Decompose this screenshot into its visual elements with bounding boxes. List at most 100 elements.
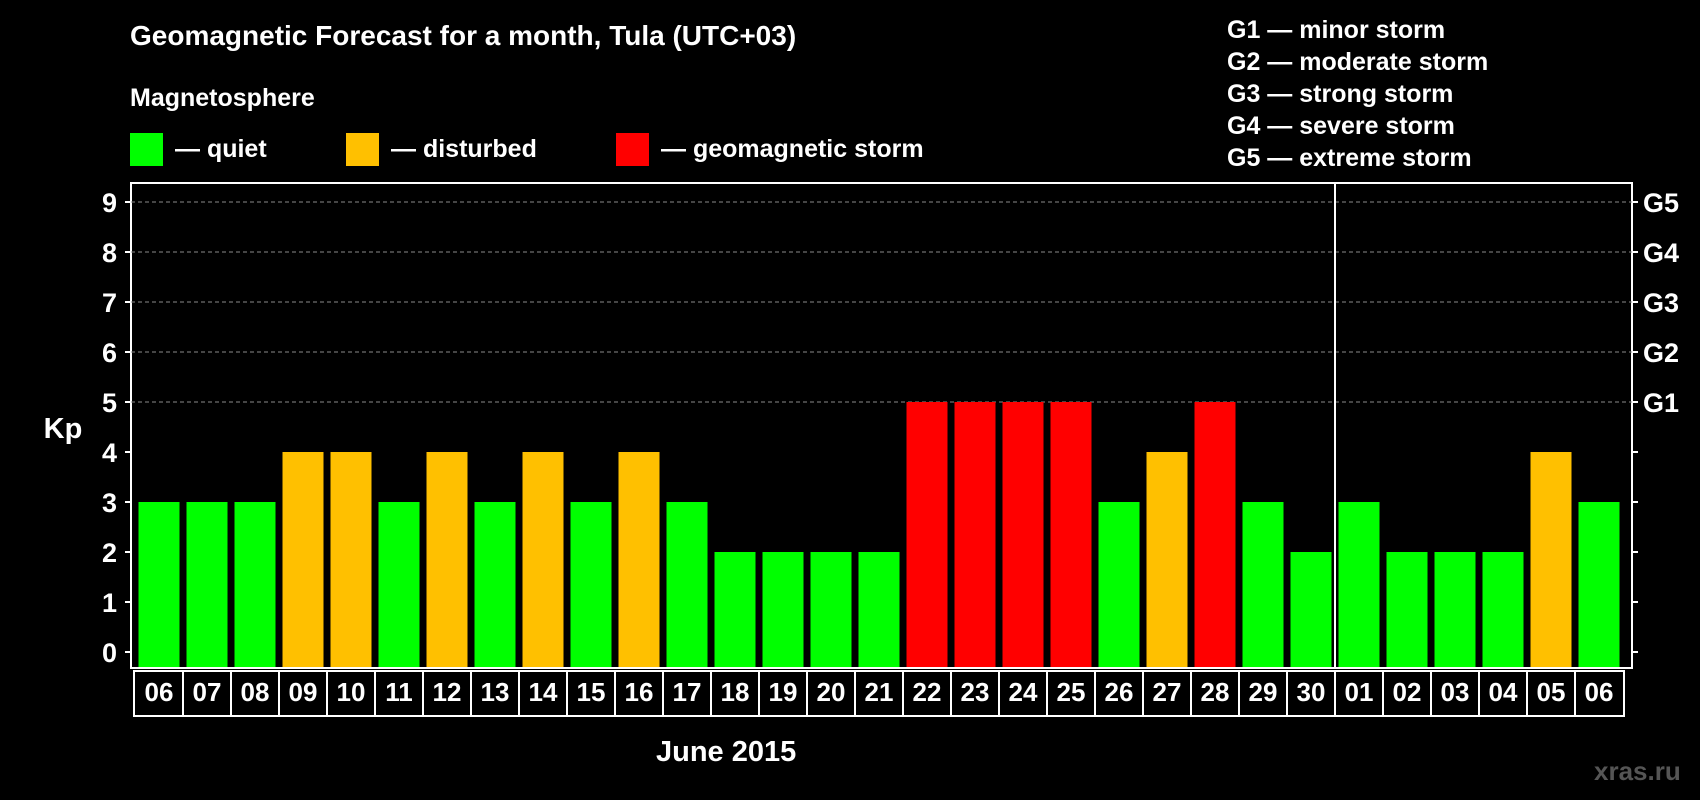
watermark: xras.ru — [1594, 756, 1681, 786]
x-tick-label: 17 — [673, 677, 702, 707]
right-axis-label: G3 — [1643, 288, 1679, 318]
kp-bar — [1482, 552, 1524, 667]
x-tick-label: 13 — [481, 677, 510, 707]
storm-scale-legend: G1 — minor storm G2 — moderate storm G3 … — [1227, 14, 1488, 174]
x-tick-label: 06 — [1585, 677, 1614, 707]
kp-bar — [474, 502, 516, 667]
x-tick-label: 12 — [433, 677, 462, 707]
x-tick-label: 19 — [769, 677, 798, 707]
y-tick-label: 8 — [102, 238, 117, 268]
right-axis-label: G5 — [1643, 188, 1679, 218]
x-axis-title: June 2015 — [656, 736, 797, 768]
kp-bar — [1434, 552, 1476, 667]
kp-bar — [522, 452, 564, 667]
legend-item-storm: — geomagnetic storm — [616, 133, 924, 166]
kp-bar — [1338, 502, 1380, 667]
disturbed-swatch — [346, 133, 379, 166]
x-tick-label: 25 — [1057, 677, 1086, 707]
y-tick-label: 7 — [102, 288, 117, 318]
x-tick-label: 23 — [961, 677, 990, 707]
kp-bar — [1290, 552, 1332, 667]
y-tick-label: 2 — [102, 538, 117, 568]
kp-bar — [1530, 452, 1572, 667]
kp-bar — [570, 502, 612, 667]
legend-subtitle: Magnetosphere — [130, 84, 315, 112]
plot-frame — [130, 182, 1633, 669]
x-tick-label: 05 — [1537, 677, 1566, 707]
y-tick-label: 4 — [102, 438, 117, 468]
x-tick-label: 10 — [337, 677, 366, 707]
kp-bar — [618, 452, 660, 667]
x-tick-label: 15 — [577, 677, 606, 707]
kp-bar — [1578, 502, 1620, 667]
y-tick-label: 9 — [102, 188, 117, 218]
legend-label-disturbed: — disturbed — [391, 135, 537, 163]
kp-bar — [378, 502, 420, 667]
legend-label-storm: — geomagnetic storm — [661, 135, 924, 163]
x-tick-label: 03 — [1441, 677, 1470, 707]
storm-scale-g5: G5 — extreme storm — [1227, 144, 1472, 172]
kp-bar — [666, 502, 708, 667]
x-tick-label: 20 — [817, 677, 846, 707]
kp-bar — [234, 502, 276, 667]
legend-item-quiet: — quiet — [130, 133, 267, 166]
storm-scale-g1: G1 — minor storm — [1227, 16, 1446, 44]
x-tick-label: 16 — [625, 677, 654, 707]
y-axis-title: Kp — [44, 413, 83, 445]
right-axis-label: G4 — [1643, 238, 1679, 268]
kp-bar — [858, 552, 900, 667]
x-tick-label: 28 — [1201, 677, 1230, 707]
kp-bar — [186, 502, 228, 667]
legend-label-quiet: — quiet — [175, 135, 267, 163]
x-tick-label: 26 — [1105, 677, 1134, 707]
x-tick-label: 27 — [1153, 677, 1182, 707]
x-tick-label: 02 — [1393, 677, 1422, 707]
kp-bar — [1002, 402, 1044, 667]
x-tick-label: 14 — [529, 677, 558, 707]
x-tick-label: 22 — [913, 677, 942, 707]
kp-bar — [1386, 552, 1428, 667]
y-tick-label: 1 — [102, 588, 117, 618]
legend-item-disturbed: — disturbed — [346, 133, 537, 166]
storm-scale-g4: G4 — severe storm — [1227, 112, 1455, 140]
x-tick-label: 07 — [193, 677, 222, 707]
x-tick-label: 24 — [1009, 677, 1038, 707]
x-tick-label: 09 — [289, 677, 318, 707]
storm-swatch — [616, 133, 649, 166]
x-tick-label: 30 — [1297, 677, 1326, 707]
x-tick-label: 04 — [1489, 677, 1518, 707]
kp-bar — [1242, 502, 1284, 667]
storm-scale-g2: G2 — moderate storm — [1227, 48, 1489, 76]
x-tick-label: 08 — [241, 677, 270, 707]
kp-bar — [138, 502, 180, 667]
kp-bar — [762, 552, 804, 667]
kp-bar — [714, 552, 756, 667]
right-axis-label: G1 — [1643, 388, 1679, 418]
right-axis-label: G2 — [1643, 338, 1679, 368]
x-tick-label: 06 — [145, 677, 174, 707]
x-tick-label: 29 — [1249, 677, 1278, 707]
y-tick-label: 0 — [102, 638, 117, 668]
storm-scale-g3: G3 — strong storm — [1227, 80, 1454, 108]
kp-bar — [954, 402, 996, 667]
x-tick-label: 21 — [865, 677, 894, 707]
kp-bar — [426, 452, 468, 667]
x-tick-label: 11 — [385, 677, 413, 707]
date-label-row — [133, 670, 1625, 717]
x-tick-label: 18 — [721, 677, 750, 707]
y-tick-label: 3 — [102, 488, 117, 518]
chart-title: Geomagnetic Forecast for a month, Tula (… — [130, 20, 797, 51]
kp-bar — [1194, 402, 1236, 667]
x-tick-label: 01 — [1345, 677, 1374, 707]
kp-bar — [330, 452, 372, 667]
y-tick-label: 5 — [102, 388, 117, 418]
kp-bar — [1098, 502, 1140, 667]
kp-bar — [282, 452, 324, 667]
kp-bar — [810, 552, 852, 667]
kp-bar — [906, 402, 948, 667]
quiet-swatch — [130, 133, 163, 166]
kp-bar — [1146, 452, 1188, 667]
y-tick-label: 6 — [102, 338, 117, 368]
kp-bar — [1050, 402, 1092, 667]
